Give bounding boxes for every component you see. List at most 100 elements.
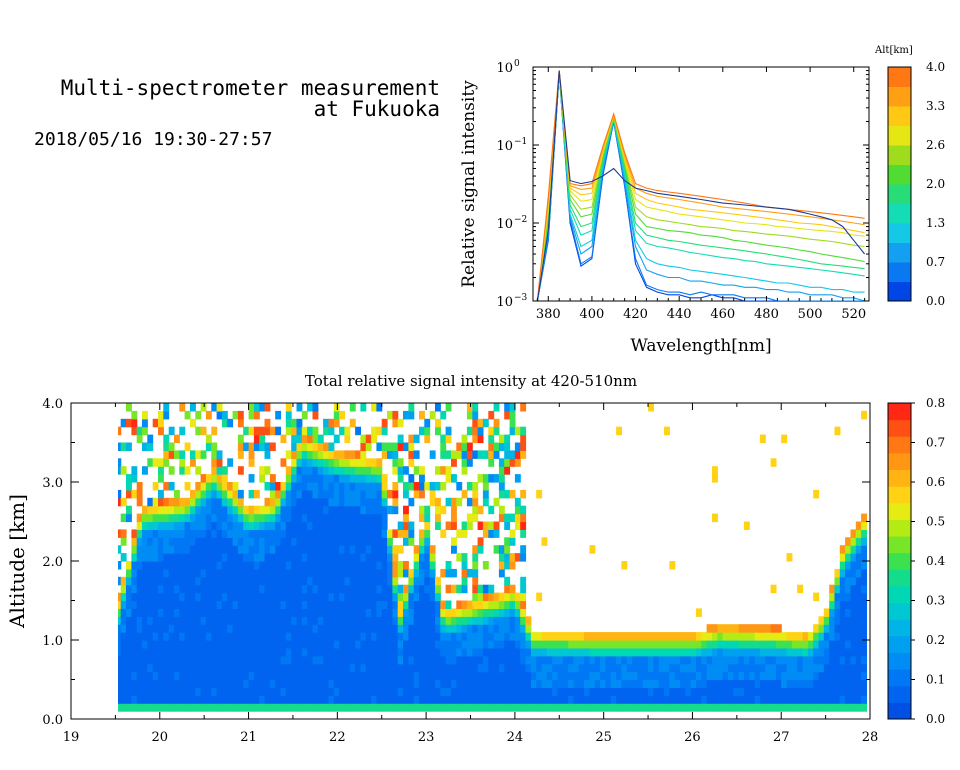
heatmap-cell bbox=[712, 695, 718, 704]
heatmap-cell bbox=[610, 655, 617, 665]
heatmap-cell bbox=[610, 679, 617, 688]
heatmap-cell bbox=[461, 434, 468, 444]
heatmap-cell bbox=[301, 482, 308, 491]
heatmap-cell bbox=[275, 655, 282, 665]
heatmap-cell bbox=[190, 489, 196, 499]
heatmap-cell bbox=[344, 537, 351, 546]
heatmap-cell bbox=[770, 695, 777, 704]
heatmap-cell bbox=[200, 489, 207, 499]
heatmap-cell bbox=[237, 695, 244, 704]
heatmap-cell bbox=[168, 695, 175, 704]
heatmap-cell bbox=[376, 632, 383, 641]
heatmap-cell bbox=[680, 655, 686, 665]
heatmap-cell bbox=[616, 655, 622, 665]
heatmap-cell bbox=[488, 695, 495, 704]
heatmap-cell bbox=[275, 632, 282, 641]
heatmap-cell bbox=[179, 513, 186, 523]
heatmap-cell bbox=[269, 608, 276, 617]
heatmap-cell bbox=[733, 640, 740, 649]
heatmap-cell bbox=[749, 624, 756, 633]
heatmap-cell bbox=[435, 513, 441, 523]
heatmap-cell bbox=[488, 584, 495, 594]
heatmap-cell bbox=[120, 442, 127, 451]
heatmap-cell bbox=[749, 671, 756, 681]
heatmap-cell bbox=[376, 568, 383, 578]
heatmap-cell bbox=[371, 458, 377, 467]
heatmap-cell bbox=[589, 640, 596, 649]
heatmap-cell bbox=[759, 703, 766, 712]
heatmap-cell bbox=[573, 671, 580, 681]
heatmap-cell bbox=[568, 647, 575, 657]
heatmap-cell bbox=[333, 687, 340, 696]
heatmap-cell bbox=[280, 497, 287, 507]
heatmap-cell bbox=[168, 640, 175, 649]
heatmap-cell bbox=[451, 647, 457, 657]
heatmap-colorbar-band bbox=[888, 602, 911, 620]
heatmap-cell bbox=[589, 671, 596, 681]
heatmap-cell bbox=[360, 663, 367, 673]
heatmap-cell bbox=[211, 640, 218, 649]
heatmap-cell bbox=[520, 624, 527, 633]
heatmap-cell bbox=[397, 529, 404, 538]
heatmap-cell bbox=[387, 600, 393, 609]
heatmap-cell bbox=[424, 434, 431, 444]
heatmap-cell bbox=[142, 663, 148, 673]
heatmap-cell bbox=[142, 671, 148, 681]
heatmap-cell bbox=[419, 695, 425, 704]
heatmap-cell bbox=[722, 663, 729, 673]
heatmap-cell bbox=[269, 695, 276, 704]
heatmap-cell bbox=[152, 616, 159, 625]
heatmap-cell bbox=[466, 482, 473, 491]
heatmap-cell bbox=[712, 632, 718, 641]
heatmap-cell bbox=[312, 561, 319, 570]
heatmap-cell bbox=[445, 687, 452, 696]
heatmap-cell bbox=[216, 553, 223, 562]
heatmap-cell bbox=[477, 632, 484, 641]
heatmap-cell bbox=[829, 600, 836, 609]
heatmap-cell bbox=[594, 647, 601, 657]
heatmap-cell bbox=[280, 489, 287, 499]
heatmap-cell bbox=[477, 616, 484, 625]
heatmap-cell bbox=[392, 592, 399, 602]
heatmap-cell bbox=[152, 521, 159, 530]
heatmap-cell bbox=[179, 529, 186, 538]
heatmap-cell bbox=[248, 568, 255, 578]
heatmap-cell bbox=[355, 679, 361, 688]
heatmap-cell bbox=[456, 584, 463, 594]
heatmap-cell bbox=[861, 695, 867, 704]
heatmap-cell bbox=[525, 624, 532, 633]
heatmap-cell bbox=[818, 647, 825, 657]
heatmap-cell bbox=[562, 703, 569, 712]
heatmap-cell bbox=[765, 687, 772, 696]
heatmap-cell bbox=[195, 592, 202, 602]
heatmap-cell bbox=[440, 442, 447, 451]
heatmap-cell bbox=[152, 592, 159, 602]
heatmap-cell bbox=[142, 703, 148, 712]
heatmap-cell bbox=[349, 592, 356, 602]
heatmap-cell bbox=[328, 418, 335, 428]
heatmap-cell bbox=[653, 687, 660, 696]
heatmap-cell bbox=[131, 655, 138, 665]
heatmap-cell bbox=[344, 655, 351, 665]
heatmap-cell bbox=[472, 632, 479, 641]
heatmap-cell bbox=[403, 616, 409, 625]
heatmap-cell bbox=[738, 679, 745, 688]
heatmap-cell bbox=[190, 671, 196, 681]
heatmap-cell bbox=[339, 553, 345, 562]
heatmap-cell bbox=[339, 521, 345, 530]
heatmap-cell bbox=[184, 695, 191, 704]
heatmap-cell bbox=[440, 568, 447, 578]
heatmap-cell bbox=[312, 600, 319, 609]
heatmap-colorbar-label: 0.3 bbox=[926, 594, 945, 608]
heatmap-colorbar-band bbox=[888, 519, 911, 537]
heatmap-cell bbox=[696, 608, 702, 617]
heatmap-cell bbox=[632, 703, 638, 712]
heatmap-cell bbox=[168, 521, 175, 530]
heatmap-cell bbox=[685, 679, 692, 688]
heatmap-cell bbox=[301, 489, 308, 499]
heatmap-cell bbox=[232, 624, 239, 633]
heatmap-cell bbox=[264, 703, 271, 712]
heatmap-cell bbox=[328, 592, 335, 602]
heatmap-cell bbox=[706, 695, 713, 704]
heatmap-cell bbox=[451, 537, 457, 546]
